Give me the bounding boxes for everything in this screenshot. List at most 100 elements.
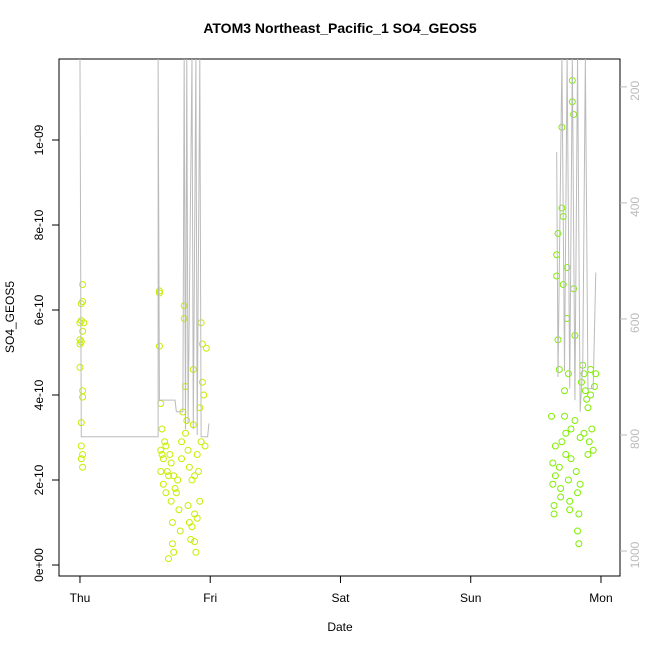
data-point [184, 446, 192, 454]
data-point [180, 314, 188, 322]
data-point [191, 472, 199, 480]
data-point [554, 230, 562, 238]
data-point [79, 280, 87, 288]
data-point [580, 370, 588, 378]
data-point [181, 429, 189, 437]
data-point [198, 378, 206, 386]
data-point [576, 480, 584, 488]
pressure-line [79, 59, 597, 438]
data-point [167, 497, 175, 505]
data-point [77, 442, 85, 450]
x-axis-label: Date [327, 620, 353, 634]
data-point [79, 387, 87, 395]
data-point [159, 455, 167, 463]
data-point [157, 467, 165, 475]
plot-frame [58, 58, 621, 577]
data-point [165, 555, 173, 563]
data-point [549, 480, 557, 488]
data-point [575, 510, 583, 518]
data-point [176, 527, 184, 535]
data-point [202, 344, 210, 352]
data-point [191, 538, 199, 546]
data-point [192, 548, 200, 556]
data-point [158, 450, 166, 458]
data-point [157, 446, 165, 454]
data-point [583, 395, 591, 403]
data-point [158, 425, 166, 433]
data-point [79, 463, 87, 471]
data-point [178, 455, 186, 463]
data-point [555, 463, 563, 471]
data-point [571, 416, 579, 424]
data-point [590, 382, 598, 390]
data-point [170, 548, 178, 556]
data-point [581, 387, 589, 395]
data-point [564, 476, 572, 484]
x-tick-label: Mon [589, 591, 612, 605]
data-point [558, 438, 566, 446]
data-point [574, 489, 582, 497]
y2-tick-label: 800 [628, 429, 642, 449]
data-point [558, 123, 566, 131]
data-point [567, 455, 575, 463]
data-point [196, 497, 204, 505]
data-point [557, 484, 565, 492]
data-point [79, 327, 87, 335]
data-point [562, 429, 570, 437]
data-point [168, 518, 176, 526]
data-point [566, 506, 574, 514]
data-point [572, 467, 580, 475]
data-point [165, 472, 173, 480]
data-point [558, 204, 566, 212]
data-point [561, 412, 569, 420]
data-point [157, 399, 165, 407]
data-point [167, 459, 175, 467]
y-tick-label: 6e-10 [32, 294, 46, 325]
data-point [574, 527, 582, 535]
data-point [159, 480, 167, 488]
y2-tick-label: 200 [628, 81, 642, 101]
x-tick-label: Fri [203, 591, 217, 605]
data-point [198, 340, 206, 348]
data-point [557, 493, 565, 501]
y-tick-label: 8e-10 [32, 209, 46, 240]
data-point [171, 484, 179, 492]
x-tick-label: Sun [460, 591, 481, 605]
data-point [172, 489, 180, 497]
y-tick-label: 0e+00 [32, 548, 46, 582]
data-point [168, 540, 176, 548]
data-point [550, 510, 558, 518]
data-point [562, 450, 570, 458]
data-point [580, 429, 588, 437]
data-point [170, 472, 178, 480]
data-point [162, 489, 170, 497]
data-point [587, 365, 595, 373]
data-point [76, 363, 84, 371]
data-point [193, 514, 201, 522]
data-point [547, 412, 555, 420]
data-point [184, 501, 192, 509]
data-point [587, 391, 595, 399]
data-point [553, 251, 561, 259]
data-point [77, 455, 85, 463]
data-point [551, 472, 559, 480]
x-tick-label: Thu [70, 591, 91, 605]
y-tick-label: 2e-10 [32, 464, 46, 495]
data-point [576, 433, 584, 441]
data-point [549, 459, 557, 467]
y-tick-label: 1e-09 [32, 124, 46, 155]
data-point [592, 370, 600, 378]
data-point [195, 467, 203, 475]
y2-tick-label: 1000 [628, 541, 642, 568]
data-point [567, 425, 575, 433]
data-point [589, 446, 597, 454]
data-point [585, 438, 593, 446]
data-point [76, 340, 84, 348]
data-point [555, 365, 563, 373]
data-point [566, 497, 574, 505]
data-point [174, 476, 182, 484]
data-point [79, 450, 87, 458]
data-point [188, 523, 196, 531]
data-point [584, 404, 592, 412]
